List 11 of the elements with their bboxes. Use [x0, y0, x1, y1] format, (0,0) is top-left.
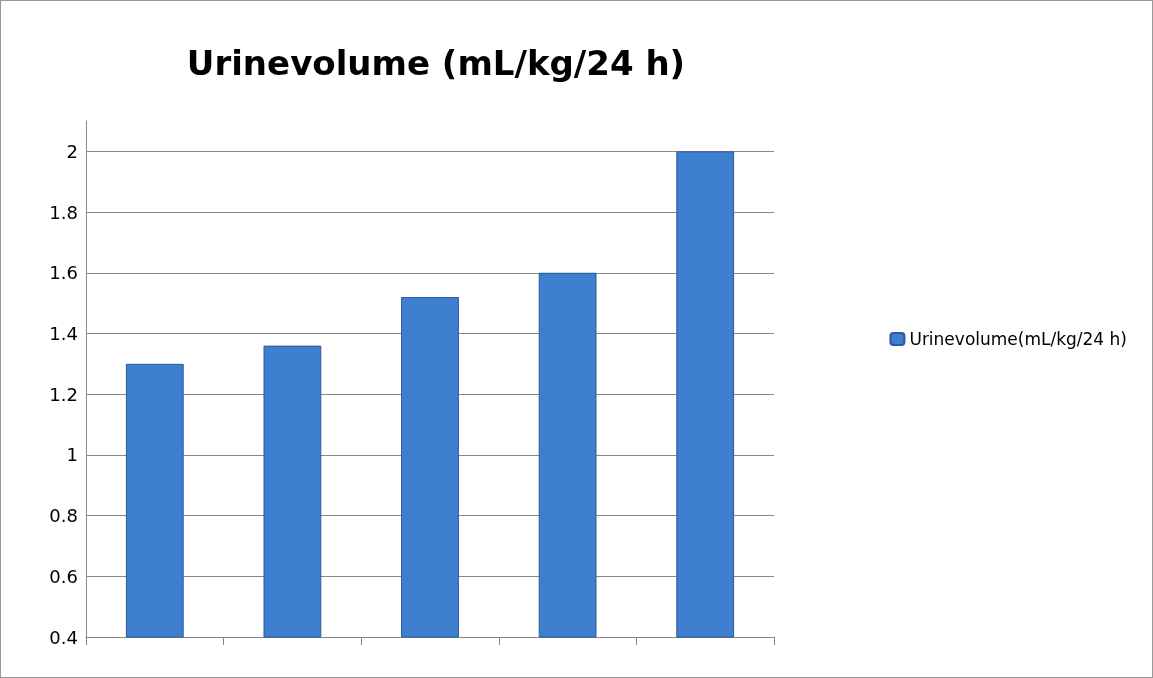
y-tick-label: 1.2	[49, 383, 78, 405]
chart-title: Urinevolume (mL/kg/24 h)	[186, 43, 686, 83]
y-tick-label: 1.6	[49, 262, 78, 284]
y-tick-label: 2	[66, 140, 78, 162]
y-tick-label: 0.4	[49, 626, 78, 648]
y-tick-label: 0.6	[49, 565, 78, 587]
y-tick-label: 1.4	[49, 322, 78, 344]
y-tick-label: 1.8	[49, 201, 78, 223]
y-tick-label: 1	[66, 444, 78, 466]
legend-label: Urinevolume(mL/kg/24 h)	[909, 329, 1128, 349]
y-tick-label: 0.8	[49, 505, 78, 527]
